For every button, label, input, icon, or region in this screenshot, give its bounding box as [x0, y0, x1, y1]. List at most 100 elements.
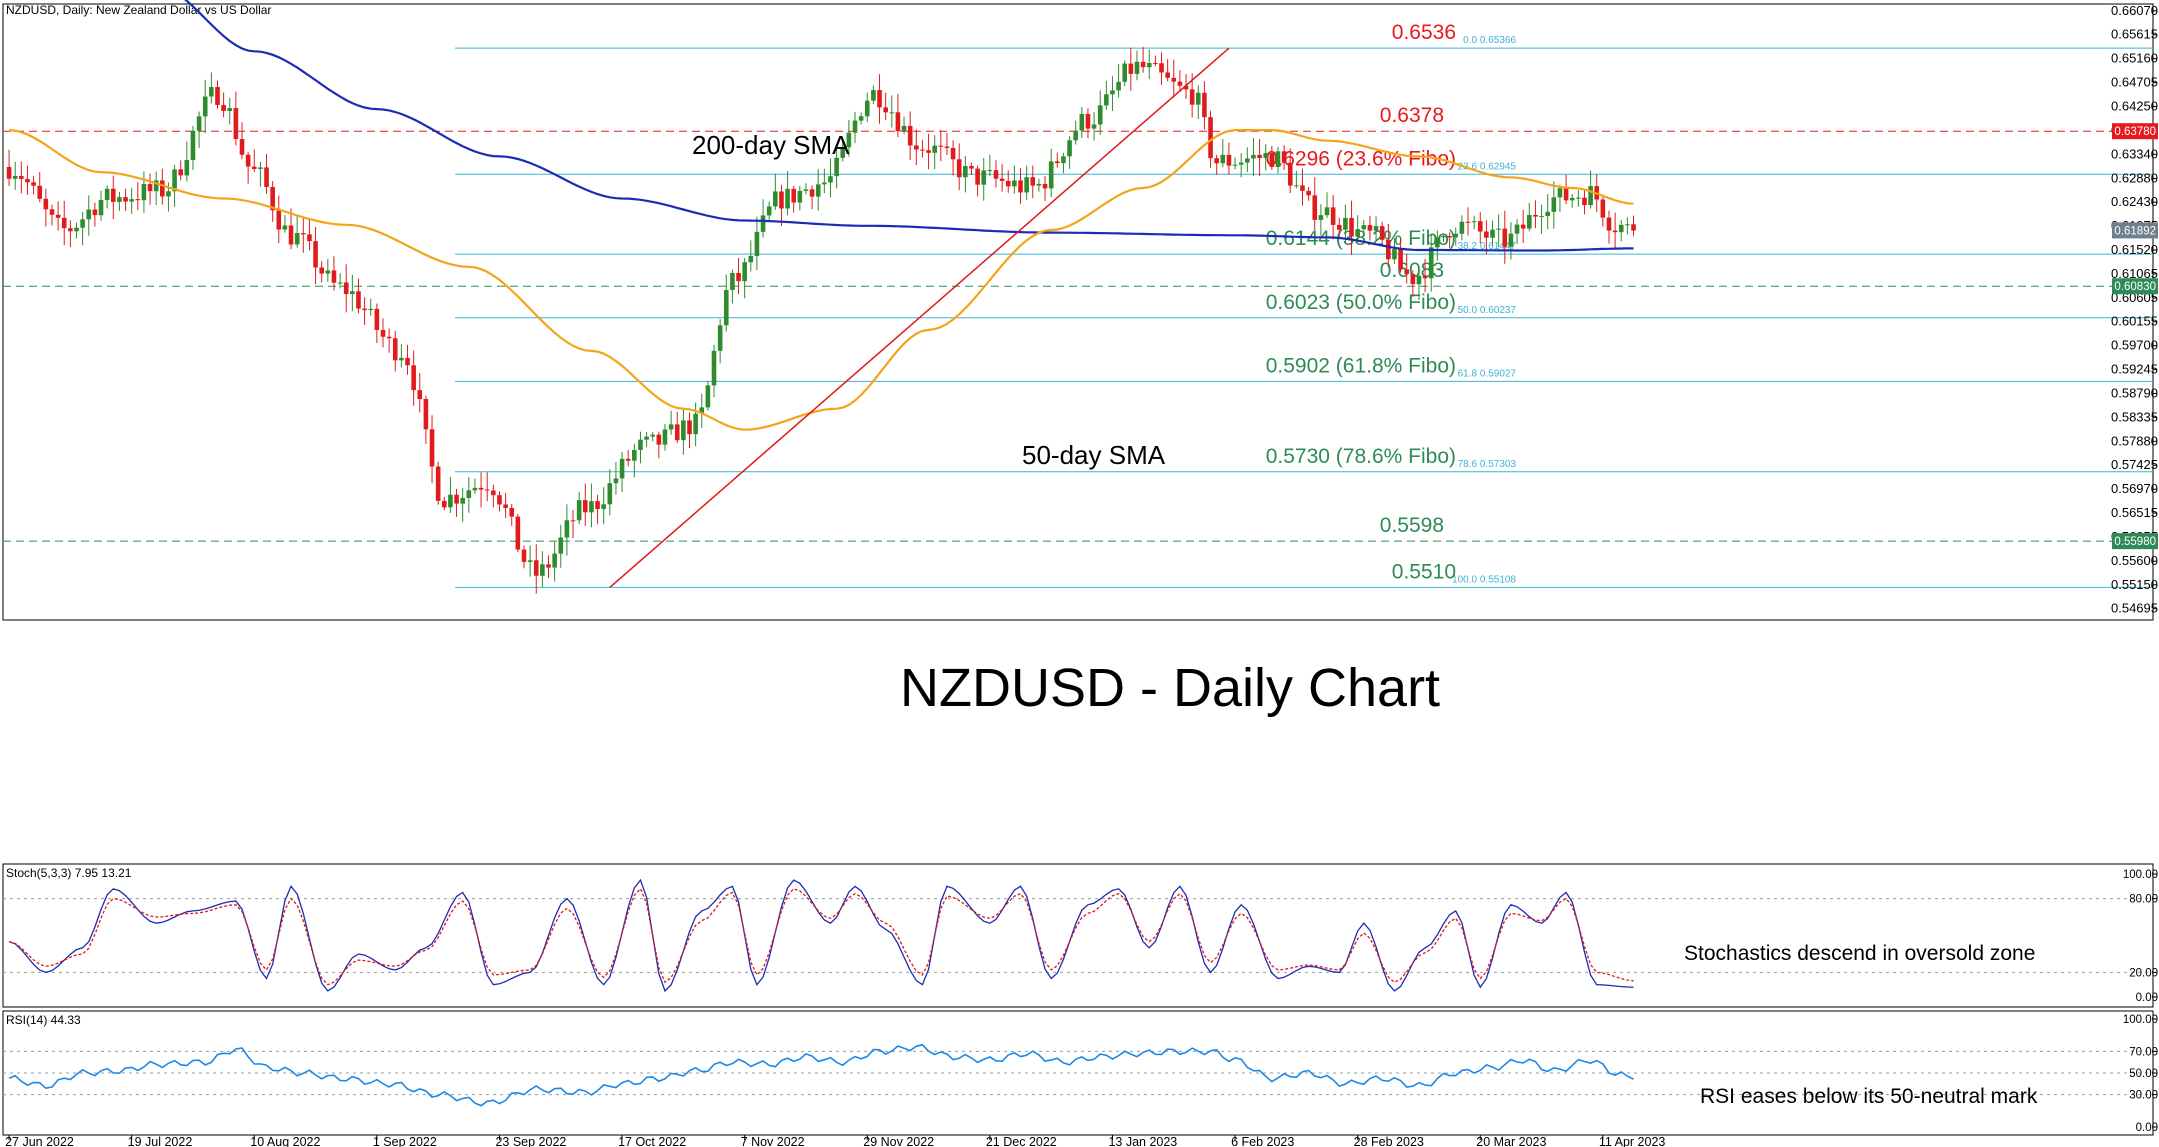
candle: [282, 215, 288, 233]
candle: [380, 318, 386, 348]
candle: [454, 488, 459, 517]
candle: [1508, 222, 1514, 260]
candle: [993, 160, 999, 188]
candle: [650, 431, 656, 442]
candle: [840, 141, 846, 162]
candle: [331, 256, 337, 291]
date-tick-label: 29 Nov 2022: [863, 1135, 934, 1147]
candle: [264, 154, 269, 194]
price-tick-label: 0.61065: [2111, 266, 2158, 281]
candle: [1159, 52, 1164, 85]
fibo-label-50.0: 0.6023 (50.0% Fibo): [1266, 291, 1456, 314]
candle: [1061, 152, 1066, 174]
date-axis: 27 Jun 2022 19 Jul 2022 10 Aug 2022 1 Sep 2…: [5, 1135, 1665, 1147]
candle: [595, 494, 600, 525]
date-tick-label: 11 Apr 2023: [1599, 1135, 1666, 1147]
stochastic-tick-label: 20.00: [2129, 967, 2158, 979]
candle: [55, 201, 61, 231]
candle: [1048, 148, 1054, 198]
candle: [239, 122, 245, 160]
candle: [901, 116, 907, 135]
candle: [644, 432, 649, 448]
candle: [742, 257, 747, 299]
candles-layer: [6, 46, 1636, 594]
candle: [1631, 215, 1636, 237]
candle: [950, 140, 956, 176]
candle: [999, 164, 1005, 192]
candle: [546, 555, 551, 579]
candle: [938, 130, 944, 162]
candle: [1054, 152, 1060, 168]
date-tick-label: 23 Sep 2022: [495, 1135, 566, 1147]
candle: [448, 477, 453, 513]
candle: [245, 152, 251, 184]
candle: [1030, 165, 1036, 199]
date-tick-label: 21 Dec 2022: [986, 1135, 1057, 1147]
candle: [956, 143, 962, 191]
candle: [423, 395, 429, 444]
candle: [834, 143, 839, 189]
candle: [1527, 202, 1532, 232]
candle: [711, 344, 717, 398]
candle: [12, 161, 18, 190]
candle: [864, 92, 870, 123]
candle: [748, 240, 754, 272]
candle: [202, 79, 208, 133]
stochastic-panel-frame: [2, 863, 2154, 1008]
price-tick-label: 0.64705: [2111, 75, 2158, 90]
candle: [858, 112, 864, 125]
candle: [883, 92, 888, 120]
candle: [31, 175, 36, 195]
candle: [877, 74, 882, 124]
candle: [1134, 50, 1140, 81]
candle: [1312, 177, 1318, 231]
candle: [80, 212, 85, 246]
price-tick-label: 0.55600: [2111, 553, 2158, 568]
candle: [540, 551, 545, 588]
rsi-panel: RSI(14) 44.33 RSI eases below its 50-neu…: [2, 1010, 2154, 1136]
price-tick-label: 0.59245: [2111, 362, 2158, 377]
candle: [386, 328, 392, 353]
candle: [178, 160, 184, 181]
candle: [1373, 216, 1379, 242]
candle: [1600, 195, 1606, 227]
candle: [828, 158, 833, 198]
candle: [1588, 170, 1593, 209]
date-tick-label: 19 Jul 2022: [128, 1135, 193, 1147]
candle: [1612, 212, 1618, 249]
stochastic-k-line: [8, 878, 1634, 993]
candle: [1569, 194, 1575, 208]
sma-layer: [8, 0, 1634, 431]
candle: [172, 165, 177, 207]
candle: [43, 188, 49, 227]
candle: [1625, 217, 1630, 235]
candle: [1306, 187, 1311, 201]
candle: [889, 95, 895, 128]
candle: [362, 297, 367, 325]
candle: [233, 91, 239, 146]
candle: [356, 278, 361, 314]
stochastic-tick-label: 100.00: [2123, 869, 2158, 881]
candle: [86, 195, 92, 236]
candle: [681, 408, 686, 455]
candle: [1606, 210, 1612, 244]
candle: [527, 545, 533, 577]
candle: [1128, 47, 1134, 91]
price-tick-label: 0.58790: [2111, 385, 2158, 400]
candle: [1012, 165, 1017, 194]
candle: [1269, 145, 1275, 171]
candle: [564, 504, 570, 556]
candle: [632, 443, 637, 478]
candle: [19, 161, 24, 194]
candle: [871, 85, 876, 105]
price-tick-label: 0.66070: [2111, 3, 2158, 18]
candle: [227, 97, 233, 125]
price-tag: 0.61892: [2112, 222, 2158, 239]
price-tick-label: 0.62880: [2111, 170, 2158, 185]
candle: [1097, 90, 1103, 135]
candle: [944, 132, 950, 156]
candle: [92, 202, 98, 227]
candle: [607, 469, 613, 516]
price-tick-label: 0.55150: [2111, 577, 2158, 592]
date-tick-label: 17 Oct 2022: [618, 1135, 686, 1147]
